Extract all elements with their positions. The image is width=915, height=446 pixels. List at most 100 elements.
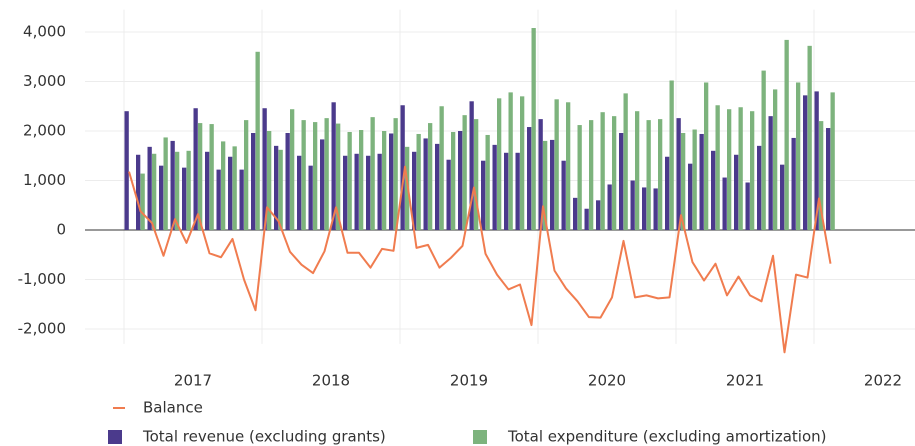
bar [819, 121, 824, 231]
bar [267, 131, 272, 231]
bar [416, 133, 421, 231]
bar [193, 108, 198, 231]
bar [596, 200, 601, 231]
bar [688, 163, 693, 231]
bar [297, 155, 302, 231]
bar [140, 173, 145, 231]
bar [308, 165, 313, 231]
bar [676, 118, 681, 231]
bar [692, 129, 697, 231]
bar [274, 145, 279, 231]
bar [285, 132, 290, 231]
bar [646, 120, 651, 231]
line [128, 165, 832, 354]
bar [182, 167, 187, 231]
y-tick-label: 1,000 [23, 171, 66, 189]
bar [584, 208, 589, 231]
bar [439, 106, 444, 231]
bar [722, 177, 727, 231]
bar [612, 116, 617, 231]
bar [589, 120, 594, 231]
bar [796, 82, 801, 231]
bar [136, 154, 141, 231]
bar [803, 95, 808, 231]
bar [400, 105, 405, 231]
legend-label: Total expenditure (excluding amortizatio… [507, 428, 827, 446]
legend-swatch [473, 430, 487, 444]
x-tick-label: 2021 [726, 372, 764, 390]
bar [474, 119, 479, 231]
bar [163, 137, 168, 231]
bar [814, 91, 819, 231]
bar [435, 143, 440, 231]
bar [244, 120, 249, 231]
bar [216, 169, 221, 231]
bar [359, 130, 364, 231]
bar [492, 144, 497, 231]
bar [830, 92, 835, 231]
x-tick-label: 2020 [588, 372, 626, 390]
bar [538, 119, 543, 231]
bar [607, 184, 612, 231]
bar [469, 101, 474, 231]
bar [451, 131, 456, 231]
bar [458, 131, 463, 231]
bar [497, 98, 502, 231]
bar [635, 111, 640, 231]
bar [630, 180, 635, 231]
bar [543, 140, 548, 231]
bar [262, 108, 267, 231]
bar [147, 146, 152, 231]
bar [619, 132, 624, 231]
bar [508, 92, 513, 231]
bar [665, 156, 670, 231]
bar [573, 197, 578, 231]
bar [550, 139, 555, 231]
bar [791, 137, 796, 231]
bar [170, 140, 175, 231]
bar [750, 111, 755, 231]
bar [255, 51, 260, 231]
bar [290, 109, 295, 231]
bar [186, 150, 191, 231]
bar [681, 132, 686, 231]
bar [278, 149, 283, 231]
bar [734, 154, 739, 231]
bar [221, 141, 226, 231]
bar [658, 119, 663, 231]
bar [704, 82, 709, 231]
bar [232, 146, 237, 231]
bar [124, 111, 129, 231]
bar [757, 145, 762, 231]
bar [520, 96, 525, 231]
bar [642, 187, 647, 231]
bar [561, 160, 566, 231]
bar [198, 123, 203, 231]
bar [504, 152, 509, 231]
bar [600, 112, 605, 231]
bar [354, 153, 359, 231]
bar [780, 164, 785, 231]
bar [554, 99, 559, 231]
bar [715, 105, 720, 231]
bar [485, 134, 490, 231]
y-tick-label: -2,000 [18, 320, 66, 338]
bar [152, 153, 157, 231]
bar [481, 160, 486, 231]
x-tick-label: 2022 [864, 372, 902, 390]
bar [423, 138, 428, 231]
x-tick-label: 2017 [174, 372, 212, 390]
bar [738, 107, 743, 231]
bar [807, 45, 812, 231]
bar [209, 124, 214, 231]
y-tick-label: 4,000 [23, 22, 66, 40]
legend-label: Balance [143, 399, 203, 417]
bar [577, 125, 582, 231]
bar [653, 188, 658, 231]
bar [228, 156, 233, 231]
y-tick-label: 0 [56, 221, 66, 239]
bar [382, 131, 387, 231]
bar [784, 39, 789, 231]
bar [566, 102, 571, 231]
bar [239, 169, 244, 231]
